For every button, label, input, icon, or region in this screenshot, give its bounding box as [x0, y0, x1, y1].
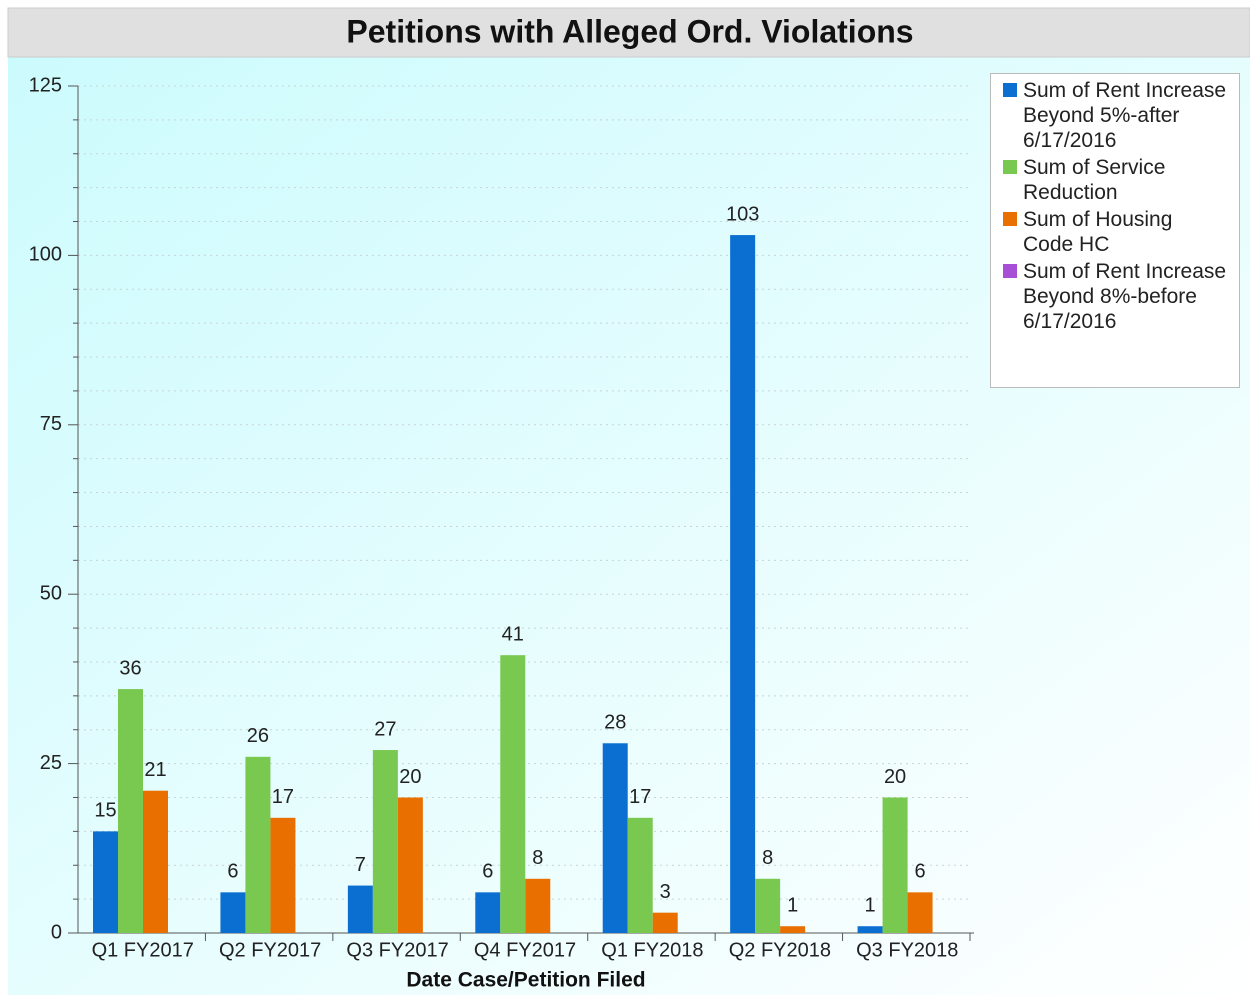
bar: [220, 892, 246, 933]
bar: [143, 790, 168, 933]
x-axis-title: Date Case/Petition Filed: [406, 969, 645, 992]
bar: [882, 797, 908, 933]
bar: [347, 885, 373, 933]
bar: [780, 926, 806, 933]
bar: [245, 756, 271, 933]
y-tick-label: 25: [40, 752, 62, 774]
legend-swatch: [1003, 264, 1017, 278]
data-label: 6: [227, 861, 238, 883]
bar: [652, 912, 678, 933]
y-tick-label: 125: [29, 74, 62, 96]
bar: [525, 878, 551, 933]
bar: [397, 797, 423, 933]
bar: [93, 831, 118, 933]
legend-label: Sum of Rent Increase Beyond 8%-before 6/…: [1023, 260, 1227, 333]
bar: [602, 743, 628, 933]
bar: [372, 750, 398, 933]
data-label: 8: [532, 847, 543, 869]
legend-label: Sum of Housing Code HC: [1023, 208, 1173, 256]
x-tick-label: Q2 FY2017: [219, 939, 321, 961]
title-bar: [7, 7, 1250, 58]
data-label: 21: [144, 759, 166, 781]
data-label: 103: [726, 203, 759, 225]
bar: [500, 655, 526, 933]
data-label: 1: [787, 895, 798, 917]
data-label: 20: [884, 766, 906, 788]
legend: Sum of Rent Increase Beyond 5%-after 6/1…: [990, 73, 1240, 388]
data-label: 7: [355, 854, 366, 876]
data-label: 28: [604, 712, 626, 734]
legend-swatch: [1003, 160, 1017, 174]
legend-swatch: [1003, 83, 1017, 97]
y-tick-label: 100: [29, 244, 62, 266]
bar: [627, 817, 653, 933]
x-tick-label: Q2 FY2018: [729, 939, 831, 961]
data-label: 27: [374, 718, 396, 740]
x-tick-label: Q3 FY2018: [856, 939, 958, 961]
data-label: 6: [915, 861, 926, 883]
x-tick-label: Q1 FY2017: [92, 939, 194, 961]
legend-item: Sum of Rent Increase Beyond 5%-after 6/1…: [1003, 78, 1233, 153]
x-tick-label: Q3 FY2017: [346, 939, 448, 961]
bar: [730, 235, 756, 933]
legend-swatch: [1003, 212, 1017, 226]
data-label: 6: [482, 861, 493, 883]
bar: [270, 817, 296, 933]
data-label: 17: [272, 786, 294, 808]
legend-item: Sum of Rent Increase Beyond 8%-before 6/…: [1003, 259, 1233, 334]
x-tick-label: Q4 FY2017: [474, 939, 576, 961]
data-label: 1: [865, 895, 876, 917]
x-tick-label: Q1 FY2018: [601, 939, 703, 961]
data-label: 26: [247, 725, 269, 747]
y-tick-label: 0: [51, 921, 62, 943]
bar: [857, 926, 883, 933]
y-tick-label: 75: [40, 413, 62, 435]
data-label: 15: [94, 800, 116, 822]
legend-label: Sum of Rent Increase Beyond 5%-after 6/1…: [1023, 79, 1227, 152]
y-tick-label: 50: [40, 582, 62, 604]
bar: [118, 689, 143, 933]
data-label: 36: [119, 657, 141, 679]
legend-label: Sum of Service Reduction: [1023, 156, 1166, 204]
data-label: 41: [502, 623, 524, 645]
data-label: 20: [399, 766, 421, 788]
data-label: 8: [762, 847, 773, 869]
bar: [755, 878, 781, 933]
data-label: 3: [660, 881, 671, 903]
bar: [907, 892, 933, 933]
legend-item: Sum of Housing Code HC: [1003, 207, 1233, 257]
legend-item: Sum of Service Reduction: [1003, 155, 1233, 205]
chart-title: Petitions with Alleged Ord. Violations: [346, 13, 913, 49]
data-label: 17: [629, 786, 651, 808]
bar: [475, 892, 501, 933]
